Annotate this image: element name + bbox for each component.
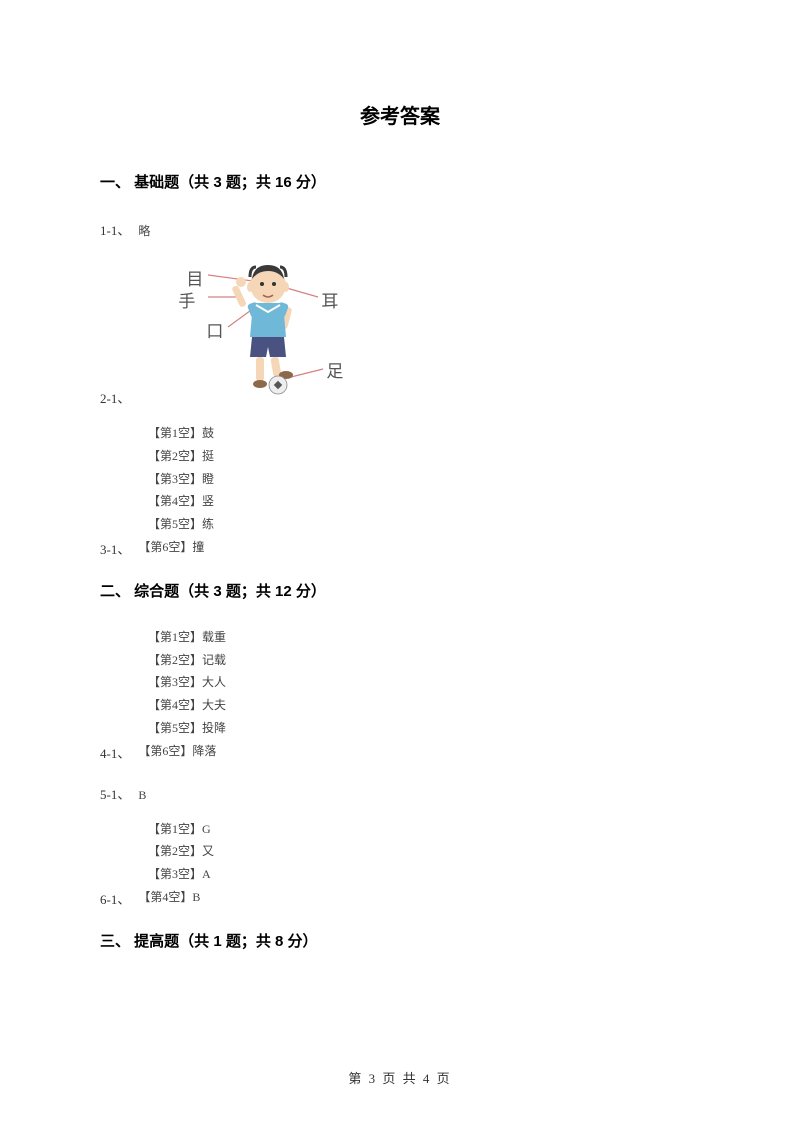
answer-value: B [138,788,146,803]
answer-list: 【第1空】G 【第2空】又 【第3空】A [148,821,214,883]
list-item: 【第2空】又 [148,843,214,860]
answer-label: 2-1、 [100,388,130,407]
body-diagram: 目 手 口 耳 足 [178,257,358,407]
list-item: 【第2空】挺 [148,448,214,465]
list-item: 【第4空】竖 [148,493,214,510]
section1-header: 一、 基础题（共 3 题；共 16 分） [100,171,700,192]
answer-6-1: 【第1空】G 【第2空】又 【第3空】A 6-1、 【第4空】B [100,821,700,912]
answer-2-1: 2-1、 [100,257,700,407]
answer-label: 4-1、 [100,743,130,766]
section3-header: 三、 提高题（共 1 题；共 8 分） [100,930,700,951]
list-item: 【第3空】大人 [148,674,226,691]
diagram-label-ear: 耳 [321,287,338,312]
list-item: 【第6空】降落 [138,743,216,760]
answer-4-1: 【第1空】载重 【第2空】记载 【第3空】大人 【第4空】大夫 【第5空】投降 … [100,629,700,766]
answer-label: 6-1、 [100,889,130,912]
list-item: 【第6空】撞 [138,539,204,556]
answer-3-1: 【第1空】鼓 【第2空】挺 【第3空】瞪 【第4空】竖 【第5空】练 3-1、 … [100,425,700,562]
list-item: 【第5空】投降 [148,720,226,737]
list-item: 【第4空】B [138,889,200,906]
answer-list: 【第1空】鼓 【第2空】挺 【第3空】瞪 【第4空】竖 【第5空】练 [148,425,214,533]
diagram-label-foot: 足 [326,357,343,382]
page-title: 参考答案 [100,100,700,129]
answer-list: 【第1空】载重 【第2空】记载 【第3空】大人 【第4空】大夫 【第5空】投降 [148,629,226,737]
list-item: 【第2空】记载 [148,652,226,669]
answer-value: 略 [138,222,150,239]
list-item: 【第4空】大夫 [148,697,226,714]
answer-label: 5-1、 [100,784,130,803]
list-item: 【第1空】鼓 [148,425,214,442]
list-item: 【第1空】载重 [148,629,226,646]
answer-label: 3-1、 [100,539,130,562]
answer-label: 1-1、 [100,220,130,239]
list-item: 【第1空】G [148,821,214,838]
list-item: 【第3空】瞪 [148,471,214,488]
diagram-label-mouth: 口 [206,317,223,342]
answer-5-1: 5-1、 B [100,784,700,803]
diagram-label-hand: 手 [178,287,195,312]
section2-header: 二、 综合题（共 3 题；共 12 分） [100,580,700,601]
page-footer: 第 3 页 共 4 页 [0,1068,800,1087]
list-item: 【第3空】A [148,866,214,883]
answer-1-1: 1-1、 略 [100,220,700,239]
list-item: 【第5空】练 [148,516,214,533]
